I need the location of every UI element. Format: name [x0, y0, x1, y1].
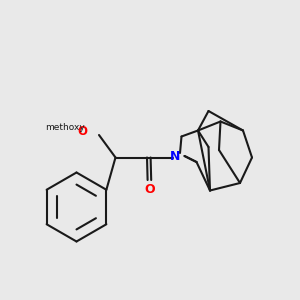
Text: O: O — [145, 183, 155, 196]
Text: methoxy: methoxy — [45, 123, 84, 132]
Text: O: O — [77, 124, 88, 138]
Text: N: N — [170, 149, 181, 163]
